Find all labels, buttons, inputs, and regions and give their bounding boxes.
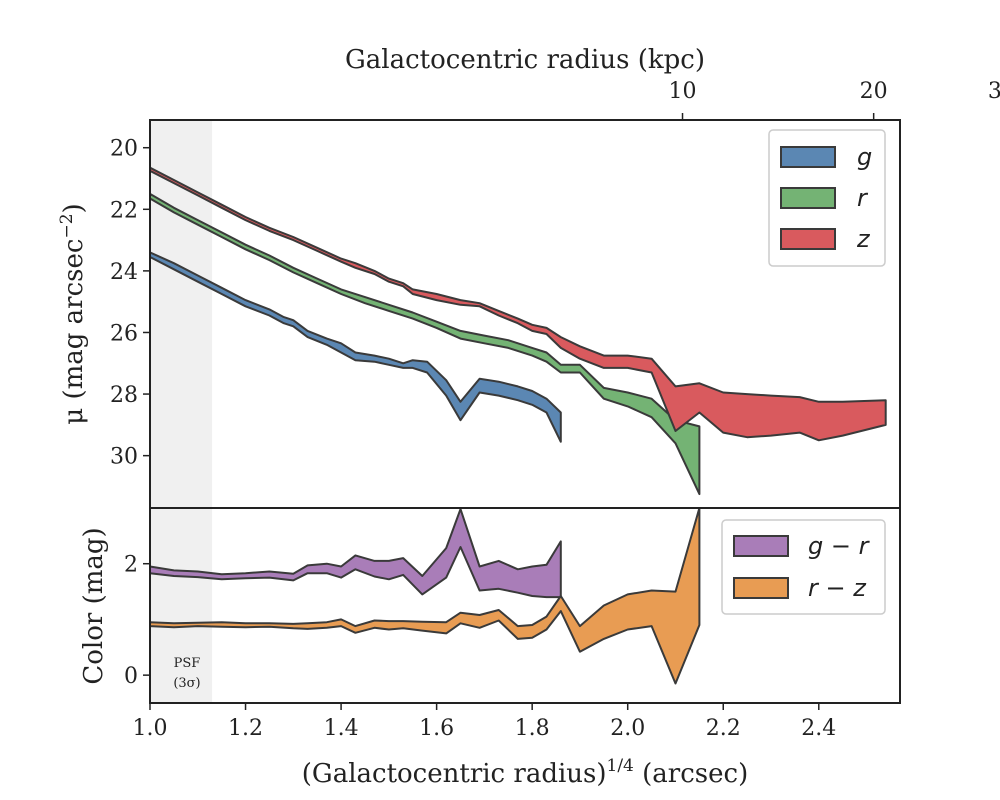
psf-annotation-line2: (3σ): [173, 676, 200, 691]
band-z: [149, 166, 887, 442]
x-tick-label: 1.8: [515, 716, 550, 741]
legend-swatch-g: [780, 146, 836, 168]
top-x-axis-label: Galactocentric radius (kpc): [345, 45, 705, 75]
color-panel: 0 2 1.0 1.2 1.4 1.6 1.8 2.0 2.2 2.4 PSF (3σ) g − r r …: [124, 507, 901, 741]
band-r: [149, 192, 701, 496]
top-x-tick-label: 20: [860, 79, 888, 104]
y-axis-label-prefix: μ (mag arcsec: [59, 239, 89, 425]
y-axis-label-bottom: Color (mag): [79, 527, 109, 684]
top-x-tick-label: 30: [988, 79, 1000, 104]
legend-swatch-r-z: [733, 577, 789, 599]
y-axis-label-superscript: −2: [57, 213, 77, 238]
x-tick-label: 2.2: [706, 716, 741, 741]
x-axis-label-suffix: (arcsec): [634, 759, 748, 789]
y-tick-label-top: 24: [110, 260, 138, 285]
band-g: [149, 251, 562, 443]
y-tick-label-top: 26: [110, 321, 138, 346]
x-axis-label: (Galactocentric radius)1/4 (arcsec): [302, 756, 748, 789]
y-tick-label-top: 20: [110, 137, 138, 162]
legend-swatch-z: [780, 228, 836, 250]
y-axis-label-suffix: ): [59, 203, 89, 213]
bottom-frame: [149, 507, 901, 704]
y-tick-label-bottom: 2: [124, 553, 138, 578]
psf-shade-bottom: [150, 508, 213, 703]
legend-label-r: r: [857, 184, 869, 212]
y-tick-label-top: 28: [110, 383, 138, 408]
x-tick-label: 1.2: [228, 716, 263, 741]
y-tick-label-top: 22: [110, 198, 138, 223]
x-axis-label-prefix: (Galactocentric radius): [302, 759, 607, 789]
legend-label-r-z: r − z: [808, 574, 867, 602]
y-axis-label-top: μ (mag arcsec−2): [57, 203, 89, 424]
psf-shade-top: [150, 120, 213, 508]
legend-swatch-r: [780, 187, 836, 209]
legend-swatch-g-r: [733, 535, 789, 557]
y-tick-label-top: 30: [110, 445, 138, 470]
x-tick-label: 1.0: [133, 716, 168, 741]
x-tick-label: 1.6: [419, 716, 454, 741]
legend-label-z: z: [856, 225, 871, 253]
x-tick-label: 2.4: [801, 716, 836, 741]
legend-label-g-r: g − r: [808, 532, 871, 560]
top-x-tick-label: 10: [669, 79, 697, 104]
x-tick-label: 1.4: [324, 716, 359, 741]
band-r-z: [149, 507, 701, 685]
x-tick-label: 2.0: [610, 716, 645, 741]
psf-annotation-line1: PSF: [174, 656, 201, 671]
legend-label-g: g: [857, 143, 872, 171]
y-tick-label-bottom: 0: [124, 664, 138, 689]
surface-brightness-panel: 2022242628301020305075100150200grz: [110, 79, 1000, 509]
x-axis-label-superscript: 1/4: [607, 756, 634, 776]
axis-labels: Galactocentric radius (kpc) μ (mag arcsec…: [57, 45, 748, 789]
